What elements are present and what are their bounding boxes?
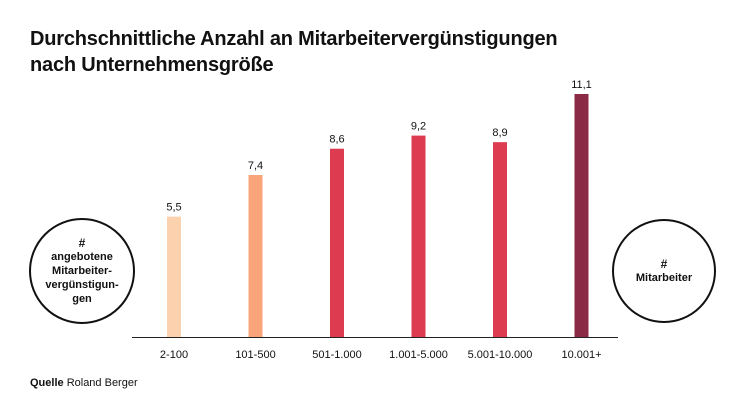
- bar-5.001-10.000: [493, 142, 507, 337]
- source-text: Roland Berger: [66, 377, 138, 389]
- bar-501-1.000: [330, 148, 344, 337]
- source-note: Quelle Roland Berger: [30, 377, 138, 389]
- x-tick-label-1.001-5.000: 1.001-5.000: [389, 349, 448, 361]
- chart-title-line-1: Durchschnittliche Anzahl an Mitarbeiterv…: [30, 28, 558, 50]
- y-axis-label: angebotene Mitarbeiter- vergünstigun- ge…: [45, 251, 119, 305]
- chart-title: Durchschnittliche Anzahl an Mitarbeiterv…: [30, 26, 630, 78]
- x-tick-label-2-100: 2-100: [160, 349, 188, 361]
- x-axis-label-circle: # Mitarbeiter: [612, 219, 716, 323]
- value-label-501-1.000: 8,6: [329, 134, 344, 146]
- value-label-5.001-10.000: 8,9: [492, 127, 507, 139]
- value-label-2-100: 5,5: [166, 202, 181, 214]
- x-tick-label-501-1.000: 501-1.000: [312, 349, 362, 361]
- bar-2-100: [167, 216, 181, 337]
- y-axis-hash-symbol: #: [78, 236, 86, 250]
- value-label-1.001-5.000: 9,2: [411, 121, 426, 133]
- x-axis-hash-symbol: #: [660, 257, 668, 271]
- bar-10.001+: [574, 94, 589, 337]
- x-tick-label-10.001+: 10.001+: [561, 349, 601, 361]
- x-tick-label-5.001-10.000: 5.001-10.000: [468, 349, 533, 361]
- value-label-101-500: 7,4: [248, 160, 263, 172]
- chart-title-line-2: nach Unternehmensgröße: [30, 54, 274, 76]
- value-label-10.001+: 11,1: [571, 79, 592, 91]
- x-axis-label: Mitarbeiter: [635, 272, 693, 284]
- bar-1.001-5.000: [411, 135, 426, 337]
- bar-101-500: [248, 175, 263, 337]
- y-axis-label-circle: # angebotene Mitarbeiter- vergünstigun- …: [29, 218, 135, 324]
- x-tick-label-101-500: 101-500: [235, 349, 275, 361]
- source-prefix: Quelle: [30, 377, 64, 389]
